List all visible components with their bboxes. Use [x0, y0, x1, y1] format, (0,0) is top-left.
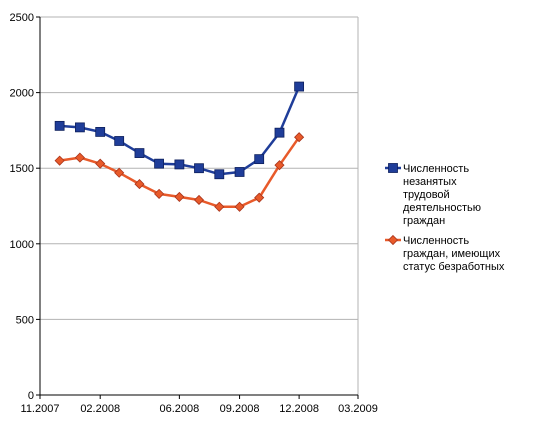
series-2-point	[234, 201, 245, 212]
series-2-point	[74, 152, 85, 163]
legend-series-2-label: граждан, имеющих	[403, 248, 501, 260]
series-1-point	[194, 163, 204, 174]
series-1-point	[75, 122, 85, 133]
series-2-point	[193, 194, 205, 206]
series-1-point	[95, 127, 106, 137]
legend-series-1-label: незанятых	[403, 176, 457, 188]
series-2-point	[114, 167, 125, 178]
x-tick-label: 03.2009	[338, 403, 378, 415]
series-1-point	[154, 158, 164, 169]
y-tick-label: 1000	[10, 239, 34, 251]
series-1-point	[114, 136, 125, 146]
series-1-point	[254, 154, 265, 165]
series-1-point	[234, 167, 245, 177]
series-1-point	[214, 169, 225, 180]
series-1-point	[294, 81, 305, 92]
y-tick-label: 1500	[10, 163, 34, 175]
x-tick-label: 11.2007	[21, 403, 60, 415]
series-2-point	[134, 179, 145, 190]
legend-series-1-label: деятельностью	[403, 202, 481, 214]
x-tick-label: 02.2008	[80, 403, 120, 415]
series-2-point	[294, 132, 305, 143]
legend-series-1-label: трудовой	[403, 189, 450, 201]
series-2-point	[254, 192, 265, 203]
x-tick-label: 12.2008	[279, 403, 319, 415]
series-1-point	[134, 148, 145, 158]
series-2-point	[95, 158, 106, 169]
legend-series-2-label: статус безработных	[403, 261, 505, 273]
series-2-point	[54, 155, 65, 166]
y-tick-label: 500	[16, 314, 34, 326]
series-group	[54, 81, 305, 212]
y-tick-label: 2000	[10, 88, 34, 100]
x-tick-label: 06.2008	[159, 403, 199, 415]
series-2-point	[214, 201, 225, 212]
series-1-point	[274, 127, 285, 138]
legend-series-2-label: Численность	[403, 235, 469, 247]
y-tick-label: 0	[28, 390, 34, 402]
axes: 0 500 1000 1500 2000 2500 11.2007 02.2008 06.200…	[10, 12, 378, 415]
series-2-point	[274, 160, 285, 171]
legend-series-1-label: Численность	[403, 163, 469, 175]
legend: Численностьнезанятыхтрудовойдеятельность…	[385, 163, 505, 273]
x-tick-label: 09.2008	[220, 403, 260, 415]
series-2-point	[174, 191, 185, 202]
legend-series-2-marker	[387, 234, 399, 246]
legend-series-1-label: граждан	[403, 215, 445, 227]
series-1-point	[54, 120, 65, 131]
series-1-point	[174, 159, 185, 170]
gridlines	[40, 16, 359, 395]
legend-series-1-marker	[388, 163, 398, 173]
y-tick-label: 2500	[10, 12, 34, 24]
series-2-point	[154, 188, 165, 199]
